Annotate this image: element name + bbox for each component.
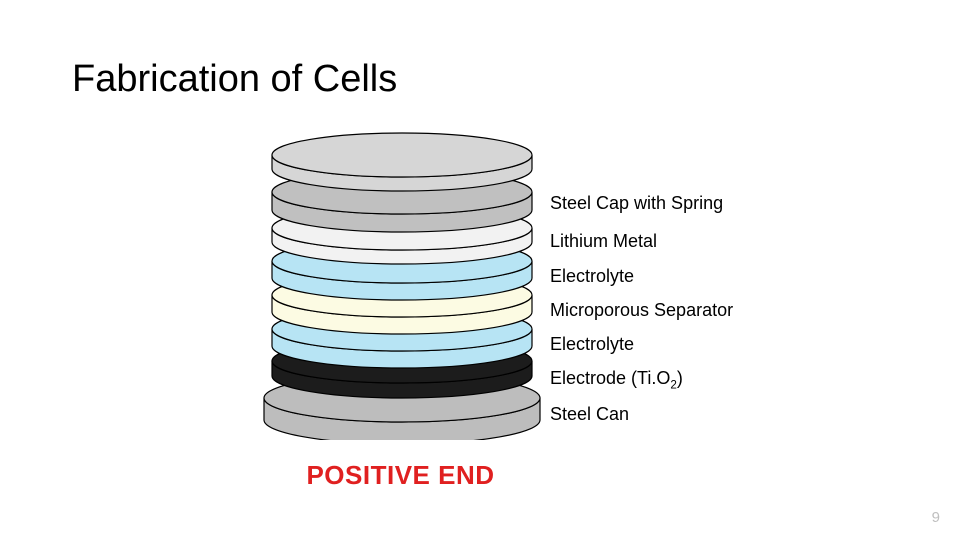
positive-end-label: POSITIVE END <box>258 460 543 491</box>
label-lithium: Lithium Metal <box>550 232 657 250</box>
slide: Fabrication of Cells NEGATIVE END Steel … <box>0 0 960 540</box>
label-electrode: Electrode (Ti.O2) <box>550 369 683 387</box>
layer-cap1 <box>272 133 532 191</box>
label-can: Steel Can <box>550 405 629 423</box>
label-cap1: Steel Cap with Spring <box>550 194 723 212</box>
cell-stack-diagram <box>260 130 545 490</box>
label-electro1: Electrolyte <box>550 267 634 285</box>
slide-title: Fabrication of Cells <box>72 58 397 101</box>
label-electro2: Electrolyte <box>550 335 634 353</box>
label-separator: Microporous Separator <box>550 301 733 319</box>
page-number: 9 <box>932 509 940 526</box>
